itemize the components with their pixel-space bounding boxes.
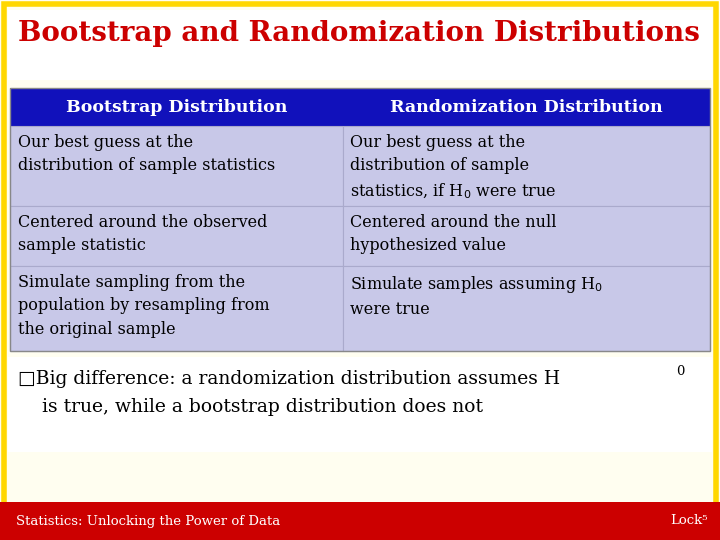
Bar [343, 266, 710, 351]
Text: Lock⁵: Lock⁵ [670, 515, 708, 528]
Text: Our best guess at the
distribution of sample
statistics, if H$_0$ were true: Our best guess at the distribution of sa… [351, 134, 557, 201]
Bar [10, 88, 710, 126]
Text: 0: 0 [676, 365, 685, 378]
Text: Simulate samples assuming H$_0$
were true: Simulate samples assuming H$_0$ were tru… [351, 274, 603, 319]
Text: Statistics: Unlocking the Power of Data: Statistics: Unlocking the Power of Data [16, 515, 280, 528]
Text: Randomization Distribution: Randomization Distribution [390, 98, 662, 116]
Text: Bootstrap Distribution: Bootstrap Distribution [66, 98, 287, 116]
Bar [10, 88, 710, 351]
Bar [0, 502, 720, 540]
Bar [8, 357, 712, 452]
Bar [343, 126, 710, 206]
Text: □Big difference: a randomization distribution assumes H: □Big difference: a randomization distrib… [18, 370, 560, 388]
Text: Our best guess at the
distribution of sample statistics: Our best guess at the distribution of sa… [18, 134, 275, 174]
Text: Centered around the observed
sample statistic: Centered around the observed sample stat… [18, 214, 267, 254]
Bar [8, 10, 712, 80]
Bar [10, 126, 343, 206]
Text: Bootstrap and Randomization Distributions: Bootstrap and Randomization Distribution… [18, 20, 700, 47]
Bar [343, 206, 710, 266]
Bar [10, 266, 343, 351]
Bar [10, 206, 343, 266]
Text: Simulate sampling from the
population by resampling from
the original sample: Simulate sampling from the population by… [18, 274, 269, 338]
Text: is true, while a bootstrap distribution does not: is true, while a bootstrap distribution … [18, 398, 483, 416]
Text: Centered around the null
hypothesized value: Centered around the null hypothesized va… [351, 214, 557, 254]
